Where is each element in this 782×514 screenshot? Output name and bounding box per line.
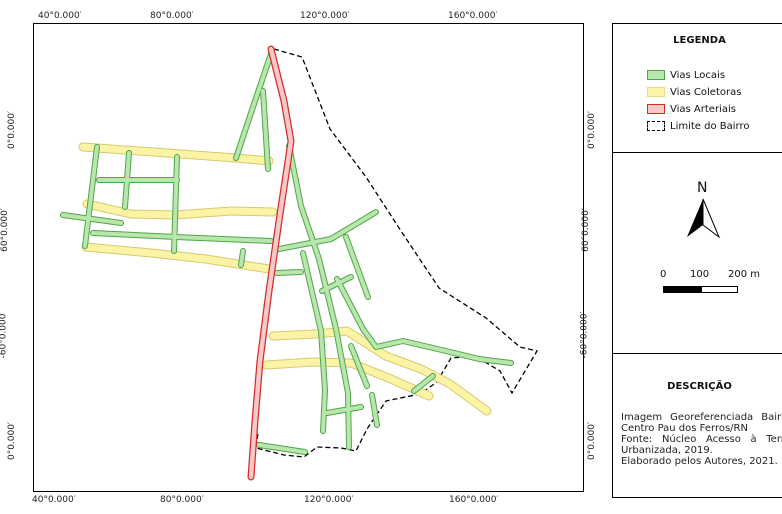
- top-tick-label: 120°0.000′: [300, 11, 350, 21]
- description-line: Centro Pau dos Ferros/RN: [621, 423, 748, 434]
- left-tick-label: 60°0.000′: [0, 208, 10, 252]
- legend-title: LEGENDA: [673, 35, 726, 46]
- map-frame[interactable]: [33, 23, 584, 492]
- arterial-road: [247, 45, 295, 481]
- legend-item-collector-roads: Vias Coletoras: [647, 85, 741, 99]
- bottom-tick-label: 160°0.000′: [449, 495, 499, 505]
- legend-swatch: [647, 104, 665, 114]
- scale-bar-white-segment: [701, 286, 738, 293]
- scale-bar-black-segment: [663, 286, 701, 293]
- description-title: DESCRIÇÃO: [667, 381, 732, 392]
- legend-item-arterial-roads: Vias Arteriais: [647, 102, 736, 116]
- right-tick-label: 60°0.000′: [580, 208, 591, 252]
- map-side-panel: LEGENDA Vias Locais Vias Coletoras Vias …: [612, 23, 782, 498]
- right-tick-label: 0°0.000′: [587, 110, 598, 150]
- map-canvas[interactable]: [34, 24, 585, 493]
- left-tick-label: 0°0.000′: [7, 421, 18, 461]
- legend-label: Vias Locais: [670, 69, 726, 81]
- description-line: Imagem Georeferenciada Bairro: [621, 412, 782, 423]
- scale-label-200: 200 m: [728, 269, 761, 280]
- local-roads: [60, 48, 514, 455]
- top-tick-label: 40°0.000′: [38, 11, 82, 21]
- panel-divider: [613, 353, 782, 354]
- top-tick-label: 80°0.000′: [150, 11, 194, 21]
- left-tick-label: 0°0.000′: [7, 110, 18, 150]
- legend-swatch: [647, 121, 665, 131]
- scale-label-0: 0: [660, 269, 667, 280]
- north-arrow-icon: [687, 198, 721, 239]
- right-tick-label: 0°0.000′: [587, 421, 598, 461]
- description-line: Urbanizada, 2019.: [621, 445, 713, 456]
- legend-label: Vias Arteriais: [670, 103, 736, 115]
- left-tick-label: -60°0.000′: [0, 311, 9, 359]
- legend-item-boundary: Limite do Bairro: [647, 119, 749, 133]
- description-line: Elaborado pelos Autores, 2021.: [621, 456, 778, 467]
- description-text: Imagem Georeferenciada Bairro Centro Pau…: [621, 412, 782, 467]
- neighborhood-boundary: [255, 48, 539, 458]
- legend-label: Vias Coletoras: [670, 86, 742, 98]
- scale-label-100: 100: [690, 269, 710, 280]
- top-tick-label: 160°0.000′: [448, 11, 498, 21]
- legend-label: Limite do Bairro: [670, 120, 750, 132]
- legend-item-local-roads: Vias Locais: [647, 68, 725, 82]
- bottom-tick-label: 40°0.000′: [32, 495, 76, 505]
- bottom-tick-label: 120°0.000′: [304, 495, 354, 505]
- description-line: Fonte: Núcleo Acesso à Terra: [621, 434, 782, 445]
- panel-divider: [613, 152, 782, 153]
- legend-swatch: [647, 87, 665, 97]
- legend-swatch: [647, 70, 665, 80]
- bottom-tick-label: 80°0.000′: [160, 495, 204, 505]
- north-label: N: [697, 180, 708, 196]
- right-tick-label: -60°0.000′: [579, 311, 590, 359]
